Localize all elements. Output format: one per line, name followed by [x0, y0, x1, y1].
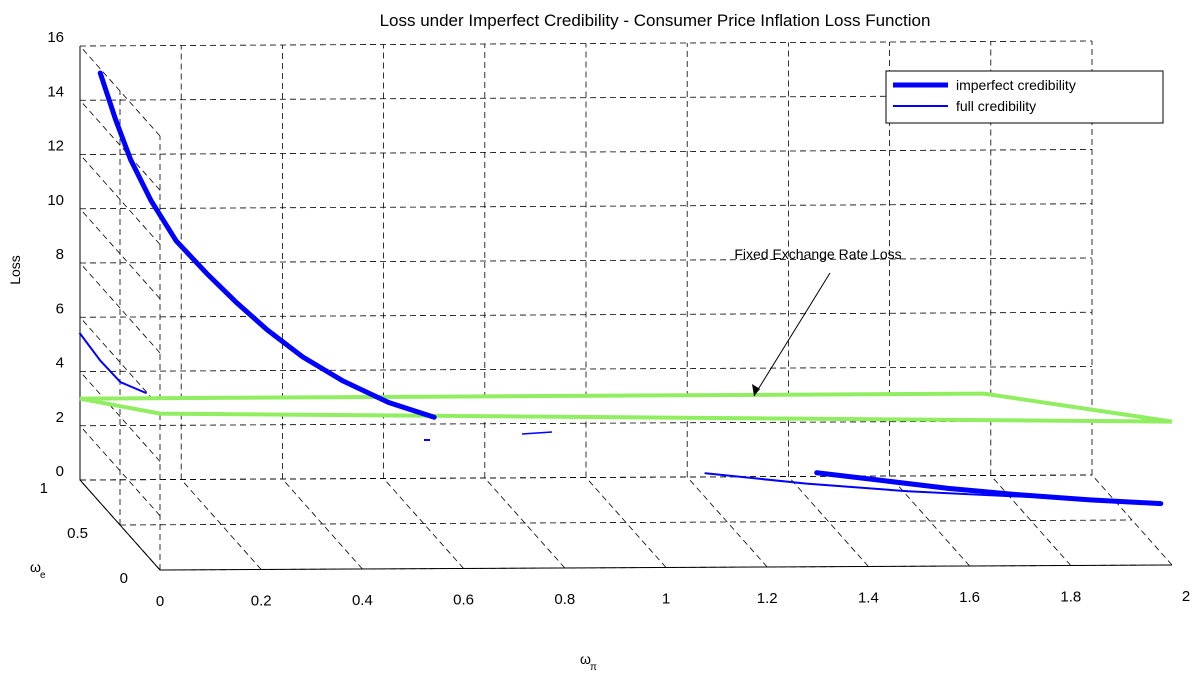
grid-line: [585, 477, 667, 568]
x-tick-label: 1: [662, 591, 670, 608]
x-tick-label: 0.4: [352, 592, 373, 609]
grid-line: [79, 474, 1093, 481]
z-tick-label: 10: [47, 192, 64, 209]
series-line-imperfect-lower: [814, 470, 1164, 507]
x-tick-label: 1.6: [959, 589, 980, 606]
chart-title: Loss under Imperfect Credibility - Consu…: [380, 11, 931, 30]
svg-text:ω: ω: [580, 651, 591, 667]
grid-line: [79, 311, 1093, 318]
z-tick-label: 0: [56, 463, 64, 480]
annotation-arrowhead: [752, 384, 760, 396]
z-tick-label: 8: [56, 246, 64, 263]
svg-text:π: π: [590, 662, 597, 673]
x-tick-label: 0.6: [453, 592, 474, 609]
series-layer: [79, 70, 1164, 507]
z-axis-label: Loss: [7, 255, 23, 285]
y-tick-label: 1: [40, 480, 48, 497]
annotation-arrow: [753, 272, 831, 397]
plane-layer: [79, 391, 1173, 424]
legend: imperfect credibility full credibility: [885, 70, 1164, 124]
x-tick-label: 1.4: [858, 590, 879, 607]
svg-text:ω: ω: [30, 559, 41, 575]
z-tick-label: 12: [47, 138, 64, 155]
y-axis-line: [79, 479, 161, 571]
z-tick-label: 4: [56, 355, 64, 372]
y-axis-label: ω e: [30, 559, 46, 581]
z-tick-label: 16: [47, 29, 64, 46]
series-line-full-lower: [704, 472, 1112, 501]
legend-label-imperfect: imperfect credibility: [956, 77, 1076, 93]
z-tick-label: 2: [56, 409, 64, 426]
x-tick-label: 0: [156, 593, 164, 610]
x-axis-line: [159, 564, 1173, 571]
series-fragment: [521, 431, 553, 435]
grid-line: [79, 366, 1093, 372]
grid-line: [79, 371, 161, 462]
grid-line: [79, 149, 1093, 155]
grid-line: [79, 257, 1093, 264]
tick-layer: 0 0.2 0.4 0.6 0.8 1 1.2 1.4 1.6 1.8 200.5102468101…: [40, 29, 1191, 610]
y-tick-label: 0: [120, 570, 128, 587]
legend-label-full: full credibility: [956, 98, 1036, 114]
grid-line: [79, 40, 1093, 47]
y-tick-label: 0.5: [67, 525, 88, 542]
z-tick-label: 6: [56, 300, 64, 317]
legend-box: [885, 70, 1164, 124]
svg-text:e: e: [40, 570, 46, 581]
x-axis-label: ω π: [580, 651, 597, 673]
grid-line: [686, 476, 768, 568]
grid-line: [79, 203, 1093, 210]
fixed-exchange-rate-plane: [79, 391, 1173, 424]
x-tick-label: 0.8: [554, 591, 575, 608]
grid-line: [119, 519, 1133, 526]
grid-line: [79, 262, 161, 354]
x-tick-label: 1.2: [757, 590, 778, 607]
svg-text:Fixed Exchange Rate Loss: Fixed Exchange Rate Loss: [734, 246, 901, 262]
annotation: Fixed Exchange Rate Loss: [734, 246, 902, 397]
x-tick-label: 0.2: [251, 593, 272, 610]
grid-line: [79, 99, 161, 191]
x-tick-label: 1.8: [1060, 589, 1081, 606]
axis-layer: [79, 46, 1173, 571]
series-line-full: [79, 332, 147, 394]
series-line-imperfect: [97, 70, 437, 420]
x-tick-label: 2: [1182, 588, 1190, 605]
z-tick-label: 14: [47, 83, 64, 100]
grid-line: [788, 476, 869, 567]
